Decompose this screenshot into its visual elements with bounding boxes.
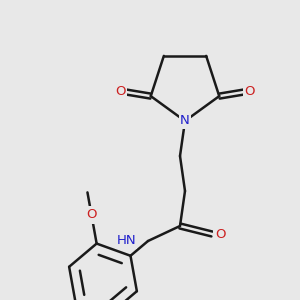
Text: N: N <box>180 115 190 128</box>
Text: O: O <box>86 209 97 223</box>
Text: O: O <box>86 208 97 220</box>
Text: O: O <box>215 227 225 241</box>
Text: O: O <box>244 85 254 98</box>
Text: O: O <box>116 85 126 98</box>
Text: HN: HN <box>116 235 136 248</box>
